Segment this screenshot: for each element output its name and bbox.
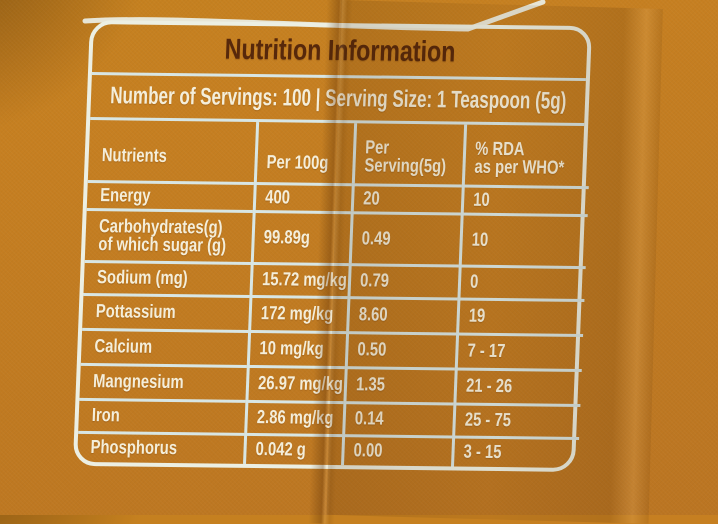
value-rda: 19 <box>456 297 585 335</box>
value-rda: 21 - 26 <box>453 367 582 405</box>
header-per-100g: Per 100g <box>253 122 355 184</box>
nutrient-name-carbohydrates: Carbohydrates(g) of which sugar (g) <box>84 207 253 262</box>
value-rda: 0 <box>457 264 586 300</box>
value-rda: 10 <box>458 212 588 267</box>
value-rda: 25 - 75 <box>452 402 581 438</box>
servings-info-row: Number of Servings: 100 | Serving Size: … <box>90 75 586 127</box>
header-per-serving: Per Serving(5g) <box>351 123 465 185</box>
value-per-100g: 0.042 g <box>243 432 343 466</box>
nutrient-name-iron: Iron <box>78 397 246 433</box>
value-per-100g: 15.72 mg/kg <box>249 261 349 297</box>
header-nutrients: Nutrients <box>101 145 168 167</box>
nutrient-name-mangnesium: Mangnesium <box>79 362 247 400</box>
value-rda: 7 - 17 <box>454 332 584 370</box>
value-per-serving: 0.14 <box>342 401 454 436</box>
value-per-100g: 26.97 mg/kg <box>245 364 345 402</box>
value-per-serving: 8.60 <box>346 296 458 333</box>
nutrient-name-calcium: Calcium <box>80 327 249 365</box>
servings-info: Number of Servings: 100 | Serving Size: … <box>109 82 567 115</box>
header-rda-who: % RDA as per WHO* <box>461 124 592 187</box>
nutrient-name-energy: Energy <box>86 179 254 211</box>
nutrient-name-pottassium: Pottassium <box>82 292 250 330</box>
value-per-serving: 0.00 <box>341 434 453 467</box>
value-rda: 3 - 15 <box>450 435 580 468</box>
value-per-100g: 400 <box>252 182 352 212</box>
value-per-serving: 0.49 <box>348 211 461 265</box>
value-per-100g: 2.86 mg/kg <box>244 399 344 435</box>
value-per-100g: 10 mg/kg <box>246 329 347 367</box>
value-per-serving: 0.79 <box>347 263 459 298</box>
nutrient-name-sodium: Sodium (mg) <box>83 259 251 295</box>
value-per-100g: 172 mg/kg <box>248 294 348 332</box>
value-per-serving: 0.50 <box>344 331 457 368</box>
nutrient-name-phosphorus: Phosphorus <box>77 430 245 464</box>
label-title-row: Nutrition Information <box>91 24 588 82</box>
value-per-serving: 20 <box>350 183 462 213</box>
value-rda: 10 <box>460 184 589 215</box>
nutrition-label-inner: Nutrition Information Number of Servings… <box>77 24 592 468</box>
value-per-serving: 1.35 <box>343 366 455 403</box>
value-per-100g: 99.89g <box>250 210 351 264</box>
nutrition-table: Nutrients Per 100g Per Serving(5g) % RDA… <box>77 120 592 468</box>
label-title: Nutrition Information <box>223 33 456 68</box>
nutrition-label: Nutrition Information Number of Servings… <box>72 20 592 472</box>
